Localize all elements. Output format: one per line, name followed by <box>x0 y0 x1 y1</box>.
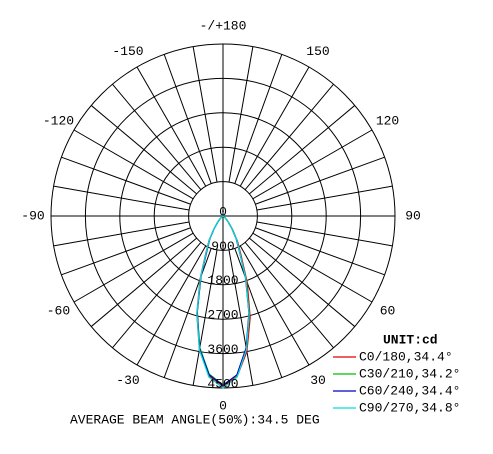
spoke <box>53 185 190 211</box>
r-tick-label: 900 <box>211 239 234 254</box>
grid-line <box>252 129 373 200</box>
grid-line <box>73 129 194 200</box>
spoke <box>61 156 191 205</box>
spoke <box>244 83 334 190</box>
angle-tick-label: 0 <box>219 398 227 413</box>
grid-line <box>239 66 310 187</box>
r-tick-label: 0 <box>219 204 227 219</box>
spoke <box>90 237 197 327</box>
spoke <box>256 221 393 247</box>
angle-tick-label: 150 <box>306 44 329 59</box>
spoke <box>163 54 212 184</box>
angle-tick-label: -150 <box>112 44 143 59</box>
spoke <box>61 227 191 276</box>
legend-label: C90/270,34.8° <box>359 400 460 415</box>
labels: -/+180 150 120 90 60 30 0 -30 -60 -90 -120 -150 C0/1… <box>21 18 460 415</box>
angle-tick-label: -/+180 <box>200 18 247 33</box>
series-line <box>196 215 250 389</box>
angle-tick-label: 60 <box>380 303 396 318</box>
legend-title: UNIT:cd <box>383 332 438 347</box>
legend-label: C30/210,34.2° <box>359 366 460 381</box>
grid-line <box>136 245 207 366</box>
spoke <box>163 248 212 378</box>
spoke <box>112 83 202 190</box>
spoke <box>255 156 385 205</box>
angle-tick-label: 90 <box>405 208 421 223</box>
r-tick-label: 3600 <box>207 342 238 357</box>
angle-tick-label: 30 <box>310 373 326 388</box>
spoke <box>228 46 254 183</box>
spoke <box>256 185 393 211</box>
grid-line <box>239 245 310 366</box>
grid-line <box>136 66 207 187</box>
angle-tick-label: -90 <box>21 208 44 223</box>
spoke <box>112 242 202 349</box>
r-tick-label: 4500 <box>207 376 238 391</box>
grid-line <box>73 232 194 303</box>
spoke <box>228 249 254 386</box>
spoke <box>90 105 197 195</box>
spoke <box>53 221 190 247</box>
spoke <box>234 248 283 378</box>
legend-label: C60/240,34.4° <box>359 383 460 398</box>
angle-tick-label: -60 <box>47 303 70 318</box>
spoke <box>192 46 218 183</box>
spoke <box>192 249 218 386</box>
r-tick-label: 1800 <box>207 273 238 288</box>
spoke <box>244 242 334 349</box>
spoke <box>249 237 356 327</box>
curves <box>196 215 251 389</box>
grid-line <box>252 232 373 303</box>
angle-tick-label: -30 <box>116 373 139 388</box>
chart-title: AVERAGE BEAM ANGLE(50%):34.5 DEG <box>70 412 320 427</box>
spoke <box>234 54 283 184</box>
spoke <box>249 105 356 195</box>
r-tick-label: 2700 <box>207 308 238 323</box>
grid <box>50 43 396 389</box>
spoke <box>255 227 385 276</box>
legend-label: C0/180,34.4° <box>359 349 453 364</box>
angle-tick-label: -120 <box>43 113 74 128</box>
angle-tick-label: 120 <box>376 113 399 128</box>
